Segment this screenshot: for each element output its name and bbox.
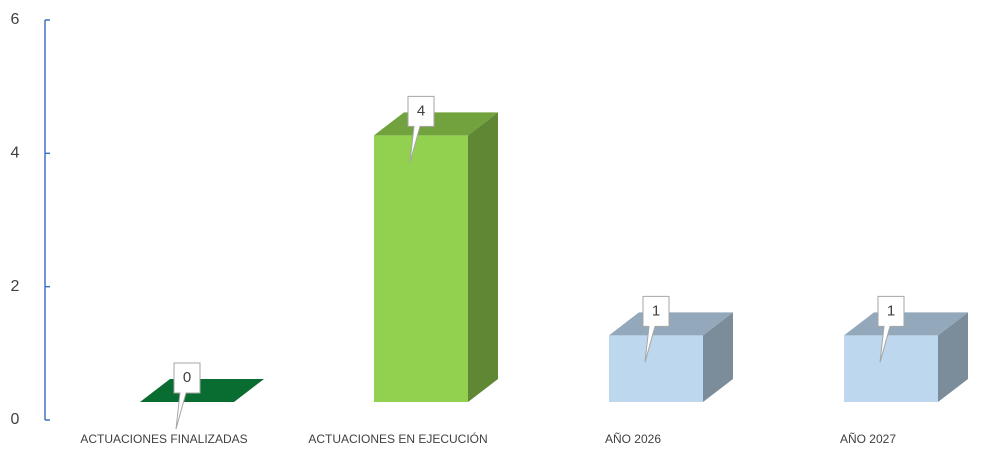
data-label: 1 [887,302,895,319]
bar [609,335,703,402]
y-tick-label: 0 [11,411,20,428]
bar-top [609,312,733,336]
data-label: 1 [652,302,660,319]
y-tick-label: 4 [11,145,20,162]
bar [844,335,938,402]
bar-side [703,312,733,402]
x-tick-label: AÑO 2026 [605,432,661,446]
y-tick-label: 6 [11,11,20,28]
data-label-callout [407,95,435,163]
x-tick-label: ACTUACIONES FINALIZADAS [80,432,247,446]
bar-side [938,312,968,402]
y-tick-label: 2 [11,278,20,295]
data-label-callout [642,295,670,363]
bar-top [844,312,968,336]
x-tick-label: ACTUACIONES EN EJECUCIÓN [308,431,487,446]
bar-top [140,379,264,402]
data-label: 0 [183,369,191,386]
data-label-callout [877,295,905,363]
bar [374,135,468,403]
bar-top [374,112,498,136]
x-tick-label: AÑO 2027 [840,432,896,446]
data-label: 4 [417,102,425,119]
data-label-callout [173,362,201,430]
bar-side [468,112,498,402]
